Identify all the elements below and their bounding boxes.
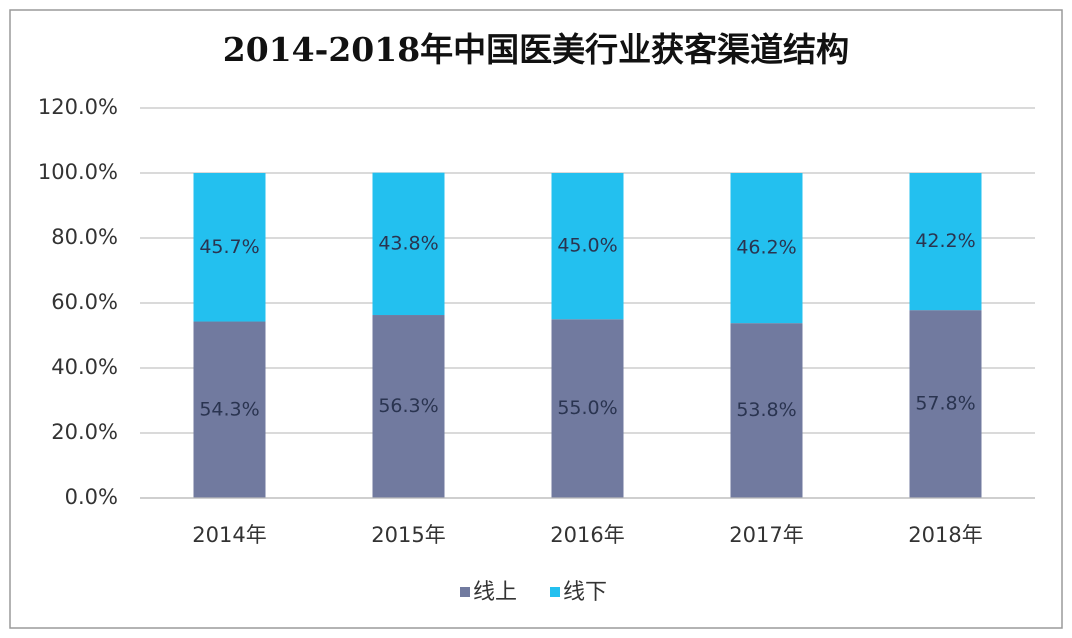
legend-label: 线上 bbox=[473, 580, 517, 605]
chart-border bbox=[9, 9, 1063, 629]
data-label: 54.3% bbox=[199, 398, 259, 420]
data-label: 45.7% bbox=[199, 236, 259, 258]
y-tick-label: 0.0% bbox=[65, 485, 118, 509]
data-label: 46.2% bbox=[736, 237, 796, 259]
data-label: 53.8% bbox=[736, 399, 796, 421]
bar-segment bbox=[551, 319, 624, 498]
y-tick-label: 80.0% bbox=[51, 225, 118, 249]
data-label: 42.2% bbox=[915, 230, 975, 252]
data-label: 43.8% bbox=[378, 232, 438, 254]
chart-title: 2014-2018年中国医美行业获客渠道结构 bbox=[223, 30, 849, 69]
y-tick-label: 60.0% bbox=[51, 290, 118, 314]
bar-segment bbox=[909, 310, 982, 498]
bar-segment bbox=[193, 321, 266, 498]
y-tick-label: 20.0% bbox=[51, 420, 118, 444]
y-tick-label: 40.0% bbox=[51, 355, 118, 379]
bar-segment bbox=[193, 173, 266, 322]
data-label: 57.8% bbox=[915, 393, 975, 415]
x-tick-label: 2015年 bbox=[371, 523, 445, 547]
bar-segment bbox=[551, 173, 624, 320]
x-tick-label: 2016年 bbox=[550, 523, 624, 547]
x-tick-label: 2018年 bbox=[908, 523, 982, 547]
legend-swatch bbox=[460, 587, 470, 597]
bar-segment bbox=[730, 173, 803, 324]
legend-swatch bbox=[550, 587, 560, 597]
data-label: 55.0% bbox=[557, 397, 617, 419]
data-label: 45.0% bbox=[557, 235, 617, 257]
bar-segment bbox=[730, 323, 803, 498]
x-tick-label: 2017年 bbox=[729, 523, 803, 547]
bar-segment bbox=[372, 315, 445, 498]
data-label: 56.3% bbox=[378, 395, 438, 417]
y-tick-label: 120.0% bbox=[38, 95, 118, 119]
y-tick-label: 100.0% bbox=[38, 160, 118, 184]
bar-segment bbox=[909, 173, 982, 311]
bar-segment bbox=[372, 172, 445, 316]
legend-label: 线下 bbox=[563, 580, 607, 605]
x-tick-label: 2014年 bbox=[192, 523, 266, 547]
